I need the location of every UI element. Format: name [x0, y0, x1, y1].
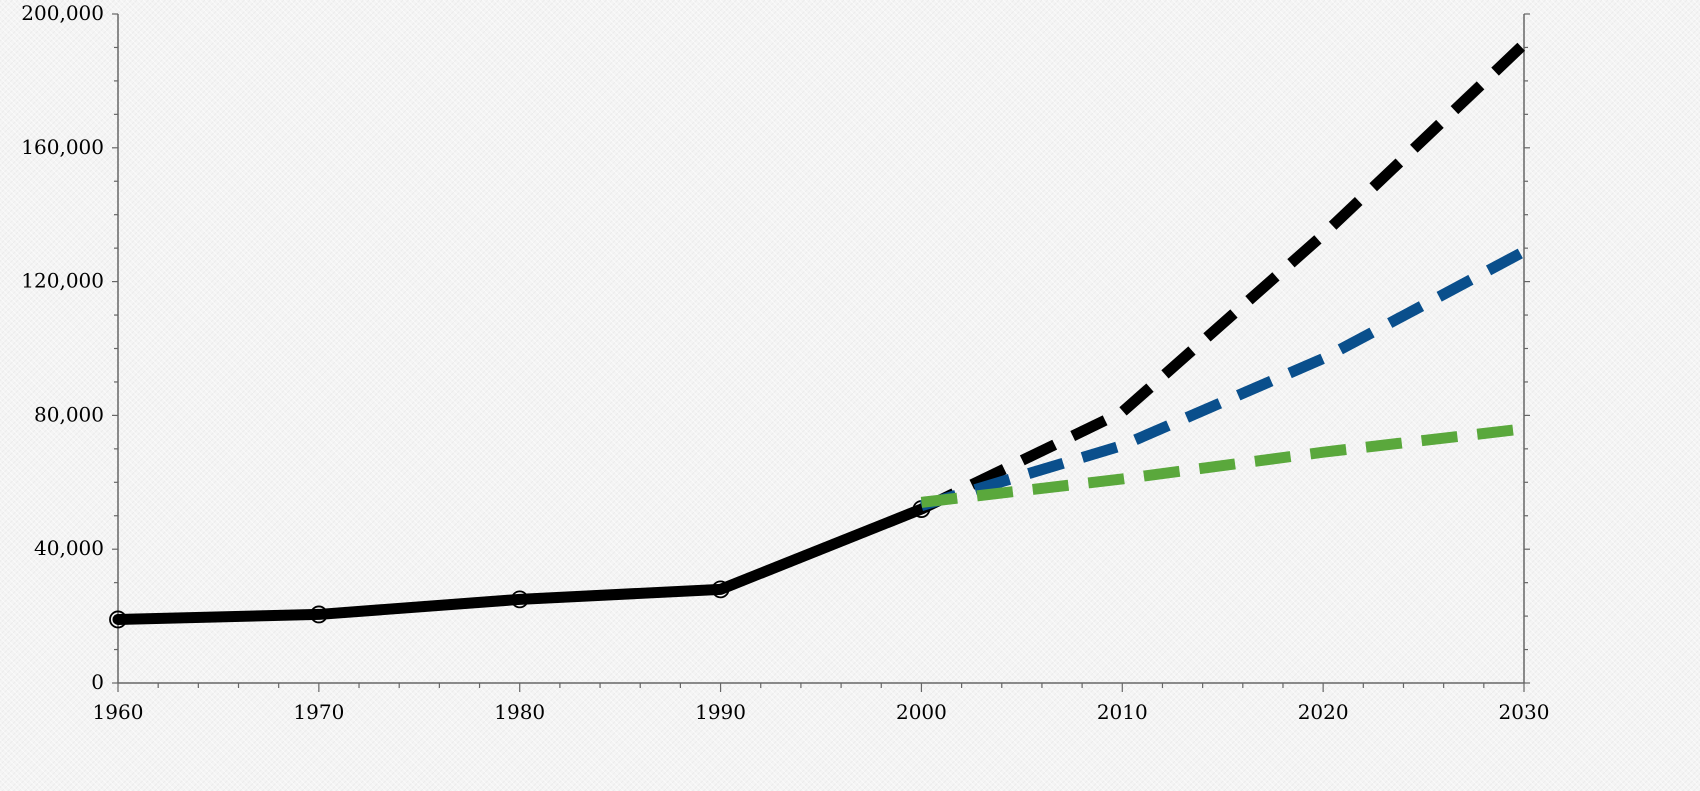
- series-layer: [109, 40, 1528, 629]
- data-point: [309, 605, 328, 624]
- tick-labels: 0 40,000 80,000 120,000 160,000 200,000 1960 19…: [21, 1, 1549, 724]
- x-tick-label: 1960: [93, 700, 144, 724]
- x-tick-label: 2030: [1499, 700, 1550, 724]
- x-tick-label: 1970: [293, 700, 344, 724]
- x-tick-label: 2000: [896, 700, 947, 724]
- y-tick-label: 160,000: [21, 135, 104, 159]
- x-tick-label: 2020: [1298, 700, 1349, 724]
- series-line-0: [112, 503, 927, 625]
- y-tick-label: 120,000: [21, 269, 104, 293]
- data-point: [510, 590, 529, 609]
- y-tick-label: 80,000: [34, 402, 104, 426]
- y-tick-label: 0: [91, 670, 104, 694]
- series-line-1: [919, 40, 1528, 515]
- data-point: [711, 580, 730, 599]
- x-tick-label: 1990: [695, 700, 746, 724]
- y-tick-label: 40,000: [34, 536, 104, 560]
- series-line-3: [920, 423, 1525, 508]
- y-tick-label: 200,000: [21, 1, 104, 25]
- axes: [112, 13, 1530, 692]
- data-point: [109, 610, 127, 629]
- x-tick-label: 2010: [1097, 700, 1148, 724]
- x-tick-label: 1980: [494, 700, 545, 724]
